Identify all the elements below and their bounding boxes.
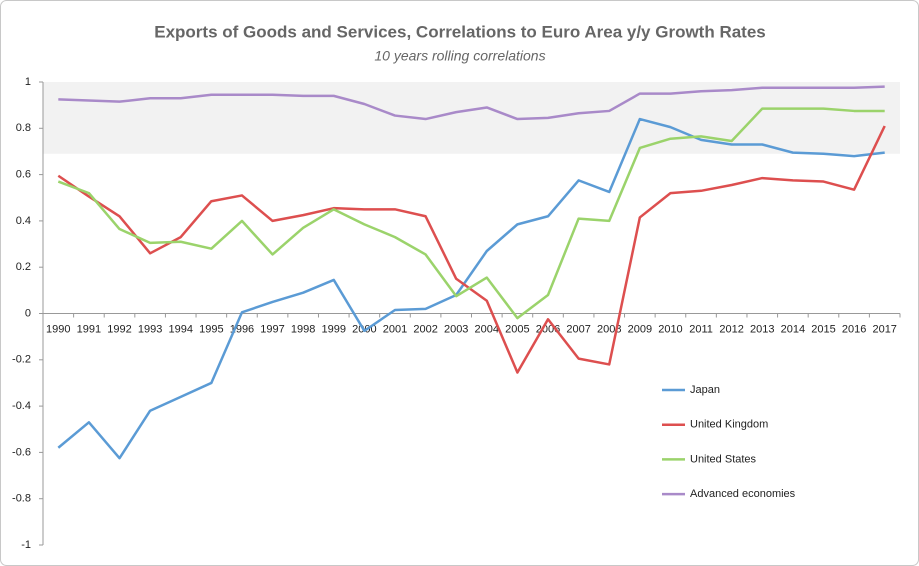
y-tick-label: -0.4 [12, 400, 31, 412]
x-tick-label: 2011 [689, 323, 713, 335]
x-tick-label: 1990 [46, 323, 70, 335]
legend-label: Japan [690, 384, 720, 396]
x-tick-label: 2003 [444, 323, 468, 335]
x-tick-label: 2004 [475, 323, 499, 335]
x-tick-label: 2016 [842, 323, 866, 335]
x-tick-label: 1999 [322, 323, 346, 335]
legend-label: United Kingdom [690, 419, 768, 431]
x-tick-label: 2005 [505, 323, 529, 335]
series-line [57, 107, 885, 320]
x-tick-label: 1992 [107, 323, 131, 335]
y-tick-label: 0.6 [16, 169, 31, 181]
x-tick-label: 2010 [658, 323, 682, 335]
chart-subtitle: 10 years rolling correlations [374, 48, 545, 64]
x-tick-label: 1991 [77, 323, 101, 335]
series-line [58, 85, 885, 121]
x-tick-label: 2009 [628, 323, 652, 335]
y-tick-label: 1 [25, 76, 31, 88]
x-tick-label: 2001 [383, 323, 407, 335]
y-tick-label: -0.2 [12, 354, 31, 366]
y-tick-label: 0 [25, 307, 31, 319]
y-tick-label: -1 [21, 539, 31, 551]
x-tick-label: 2012 [719, 323, 743, 335]
y-tick-label: 0.4 [16, 215, 31, 227]
legend-label: United States [690, 453, 757, 465]
y-tick-label: -0.8 [12, 493, 31, 505]
x-tick-label: 1997 [260, 323, 284, 335]
x-tick-label: 1994 [168, 323, 192, 335]
x-tick-label: 2007 [566, 323, 590, 335]
x-tick-label: 2002 [413, 323, 437, 335]
y-tick-label: 0.2 [16, 261, 31, 273]
shaded-band [43, 82, 900, 154]
y-tick-label: 0.8 [16, 122, 31, 134]
x-tick-label: 1998 [291, 323, 315, 335]
x-tick-label: 2015 [811, 323, 835, 335]
x-tick-label: 1995 [199, 323, 223, 335]
series-line [57, 125, 886, 374]
chart-title: Exports of Goods and Services, Correlati… [154, 22, 766, 41]
x-tick-label: 2017 [872, 323, 896, 335]
y-tick-label: -0.6 [12, 446, 31, 458]
series-line [57, 117, 885, 460]
x-tick-label: 2013 [750, 323, 774, 335]
legend-label: Advanced economies [690, 488, 796, 500]
x-tick-label: 1993 [138, 323, 162, 335]
x-tick-label: 2014 [781, 323, 805, 335]
